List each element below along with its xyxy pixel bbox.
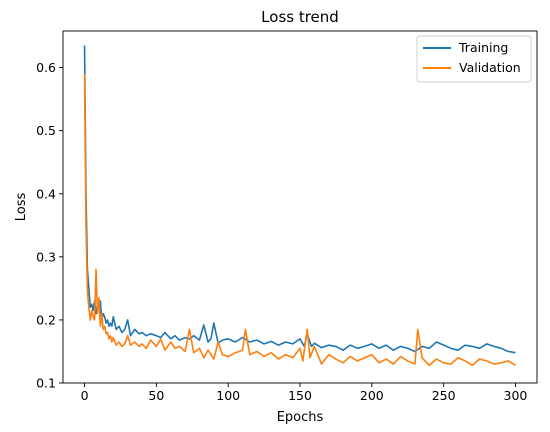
x-axis-label: Epochs [277, 410, 324, 425]
y-axis-label: Loss [14, 193, 29, 222]
y-tick-label: 0.6 [36, 60, 56, 75]
y-tick-label: 0.4 [36, 186, 56, 201]
y-tick-label: 0.2 [36, 312, 56, 327]
series-line-training [83, 45, 516, 354]
series-line-validation [83, 73, 516, 367]
y-tick-label: 0.1 [36, 376, 56, 391]
series-layer [83, 45, 516, 367]
chart-title: Loss trend [261, 8, 339, 26]
x-tick-label: 300 [504, 388, 528, 403]
x-tick-label: 200 [360, 388, 384, 403]
legend-label-training: Training [458, 40, 508, 55]
x-tick-label: 100 [216, 388, 240, 403]
x-axis-ticks: 0 50 100 150 200 250 300 [81, 383, 528, 403]
legend: Training Validation [416, 35, 532, 83]
y-axis-ticks: 0.1 0.2 0.3 0.4 0.5 0.6 [36, 60, 63, 391]
x-tick-label: 250 [432, 388, 456, 403]
x-tick-label: 150 [288, 388, 312, 403]
legend-label-validation: Validation [459, 60, 521, 75]
y-tick-label: 0.5 [36, 123, 56, 138]
x-tick-label: 0 [81, 388, 89, 403]
y-tick-label: 0.3 [36, 249, 56, 264]
x-tick-label: 50 [148, 388, 164, 403]
